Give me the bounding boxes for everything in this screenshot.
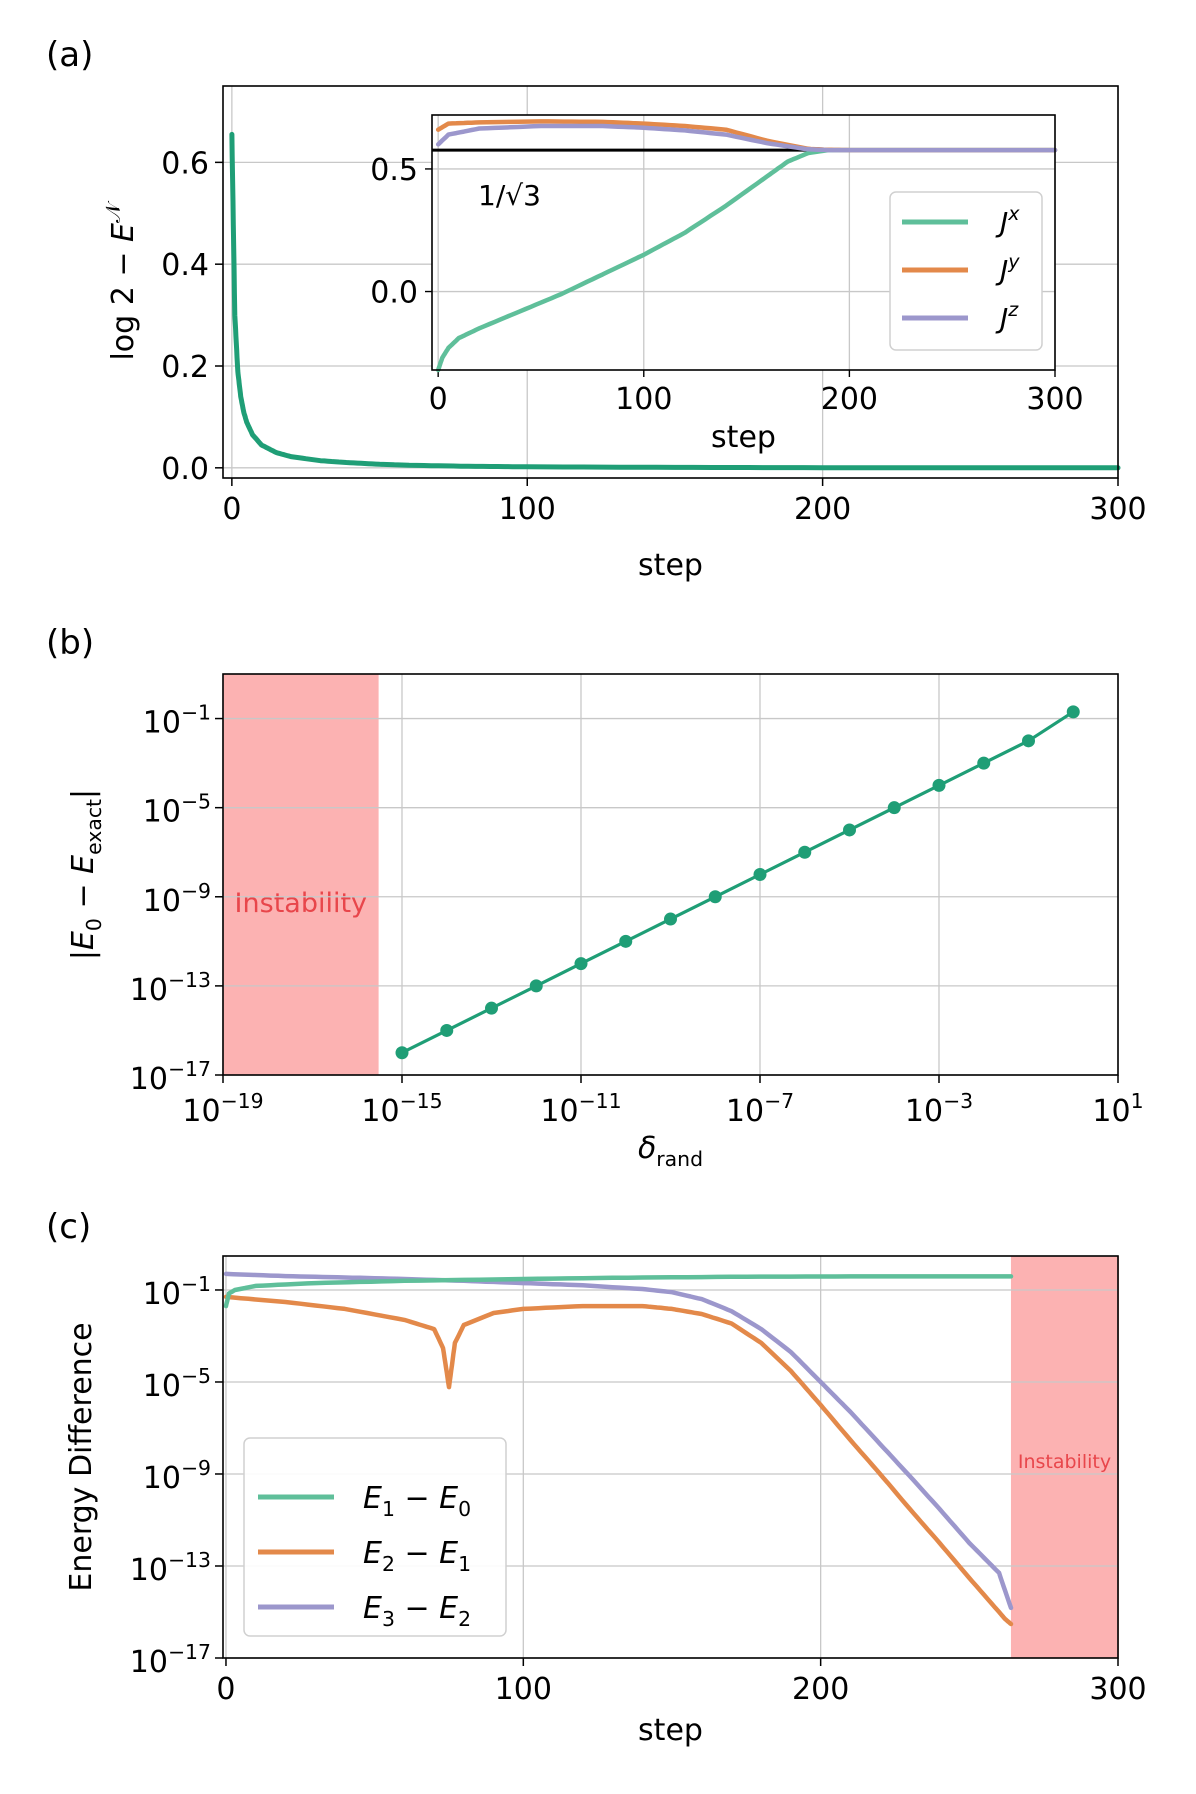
data-point xyxy=(1066,705,1080,719)
inset-y-tick-label: 0.0 xyxy=(370,276,418,311)
data-point xyxy=(798,845,812,859)
panel-label: (c) xyxy=(46,1207,91,1247)
x-axis-label: step xyxy=(638,548,703,583)
instability-label: Instability xyxy=(1018,1451,1111,1473)
data-point xyxy=(395,1046,409,1060)
data-point xyxy=(529,979,543,993)
y-axis-label: Energy Difference xyxy=(64,1322,99,1591)
y-tick-label: 10−1 xyxy=(143,701,211,741)
inset-x-tick-label: 300 xyxy=(1026,382,1083,417)
data-point xyxy=(708,890,722,904)
x-tick-label: 300 xyxy=(1089,492,1146,527)
y-tick-label: 10−1 xyxy=(143,1272,211,1312)
data-point xyxy=(485,1001,498,1015)
axes-frame xyxy=(222,673,1119,1076)
panel-c: Instability 0 100 200 300 10−1 10−5 10−9 10−13 10… xyxy=(46,1207,1147,1748)
y-tick-label: 10−9 xyxy=(143,1456,211,1496)
x-axis-label: step xyxy=(638,1713,703,1748)
x-tick-label: 100 xyxy=(499,492,556,527)
data-point xyxy=(887,801,901,815)
panel-b: Instability 10−19 10−15 10−11 10−7 10−3 101 10−… xyxy=(46,623,1144,1171)
panel-label: (a) xyxy=(46,35,93,75)
y-tick-label: 10−5 xyxy=(143,790,211,830)
y-tick-label: 10−9 xyxy=(143,879,211,919)
x-axis-label: δrand xyxy=(638,1131,703,1171)
data-point xyxy=(753,868,767,881)
inset-x-tick-label: 200 xyxy=(821,382,878,417)
y-tick-label: 0.0 xyxy=(161,452,209,487)
instability-region xyxy=(223,674,379,1075)
inset-x-tick-label: 100 xyxy=(615,382,672,417)
x-tick-label: 0 xyxy=(222,492,241,527)
legend-label: E2 − E1 xyxy=(363,1536,471,1576)
x-tick-label: 0 xyxy=(216,1672,235,1707)
x-tick-label: 200 xyxy=(794,492,851,527)
series-line xyxy=(400,710,1075,1055)
data-point xyxy=(619,934,633,948)
series-line xyxy=(223,1294,1014,1627)
data-point xyxy=(664,912,677,926)
inset-series-line xyxy=(435,123,1058,153)
y-axis-label: log 2 − E𝒩 xyxy=(101,201,141,361)
x-tick-label: 10−3 xyxy=(905,1089,973,1129)
x-tick-label: 100 xyxy=(495,1672,552,1707)
x-tick-label: 300 xyxy=(1089,1672,1146,1707)
instability-label: Instability xyxy=(235,888,368,919)
panel-a: 0 100 200 300 0.0 0.2 0.4 0.6 (a) step log 2 − E𝒩 0… xyxy=(46,35,1147,583)
x-tick-label: 10−19 xyxy=(182,1089,263,1129)
data-point xyxy=(1022,734,1035,748)
reference-line-label: 1/√3 xyxy=(478,179,541,212)
y-tick-label: 0.2 xyxy=(161,350,209,385)
inset-x-axis-label: step xyxy=(711,420,776,455)
axes-frame xyxy=(222,1255,1119,1659)
series-line xyxy=(223,1274,1014,1309)
legend-label: E1 − E0 xyxy=(363,1481,471,1521)
legend-label: E3 − E2 xyxy=(363,1591,471,1631)
y-tick-label: 10−17 xyxy=(130,1057,211,1097)
y-axis-label: |E0 − Eexact| xyxy=(66,789,106,960)
panel-label: (b) xyxy=(46,623,94,663)
axes-frame xyxy=(222,85,1119,479)
x-tick-label: 101 xyxy=(1092,1089,1143,1129)
inset-x-tick-label: 0 xyxy=(429,382,448,417)
legend: E1 − E0 E2 − E1 E3 − E2 xyxy=(243,1437,507,1637)
data-point xyxy=(843,823,856,837)
x-tick-label: 10−15 xyxy=(361,1089,442,1129)
x-tick-label: 10−11 xyxy=(540,1089,621,1129)
data-point xyxy=(440,1023,454,1037)
y-tick-label: 10−17 xyxy=(130,1640,211,1680)
axes-frame xyxy=(431,114,1056,371)
y-tick-label: 0.4 xyxy=(161,248,209,283)
series-line xyxy=(229,131,1121,471)
data-point xyxy=(932,778,946,792)
instability-region xyxy=(1010,1256,1119,1658)
x-tick-label: 10−7 xyxy=(726,1089,794,1129)
data-point xyxy=(574,957,588,971)
inset-y-tick-label: 0.5 xyxy=(370,153,418,188)
x-tick-label: 200 xyxy=(792,1672,849,1707)
y-tick-label: 10−13 xyxy=(130,1548,211,1588)
y-tick-label: 10−13 xyxy=(130,968,211,1008)
legend-box xyxy=(243,1437,507,1637)
y-tick-label: 10−5 xyxy=(143,1364,211,1404)
data-point xyxy=(977,756,991,770)
y-tick-label: 0.6 xyxy=(161,146,209,181)
